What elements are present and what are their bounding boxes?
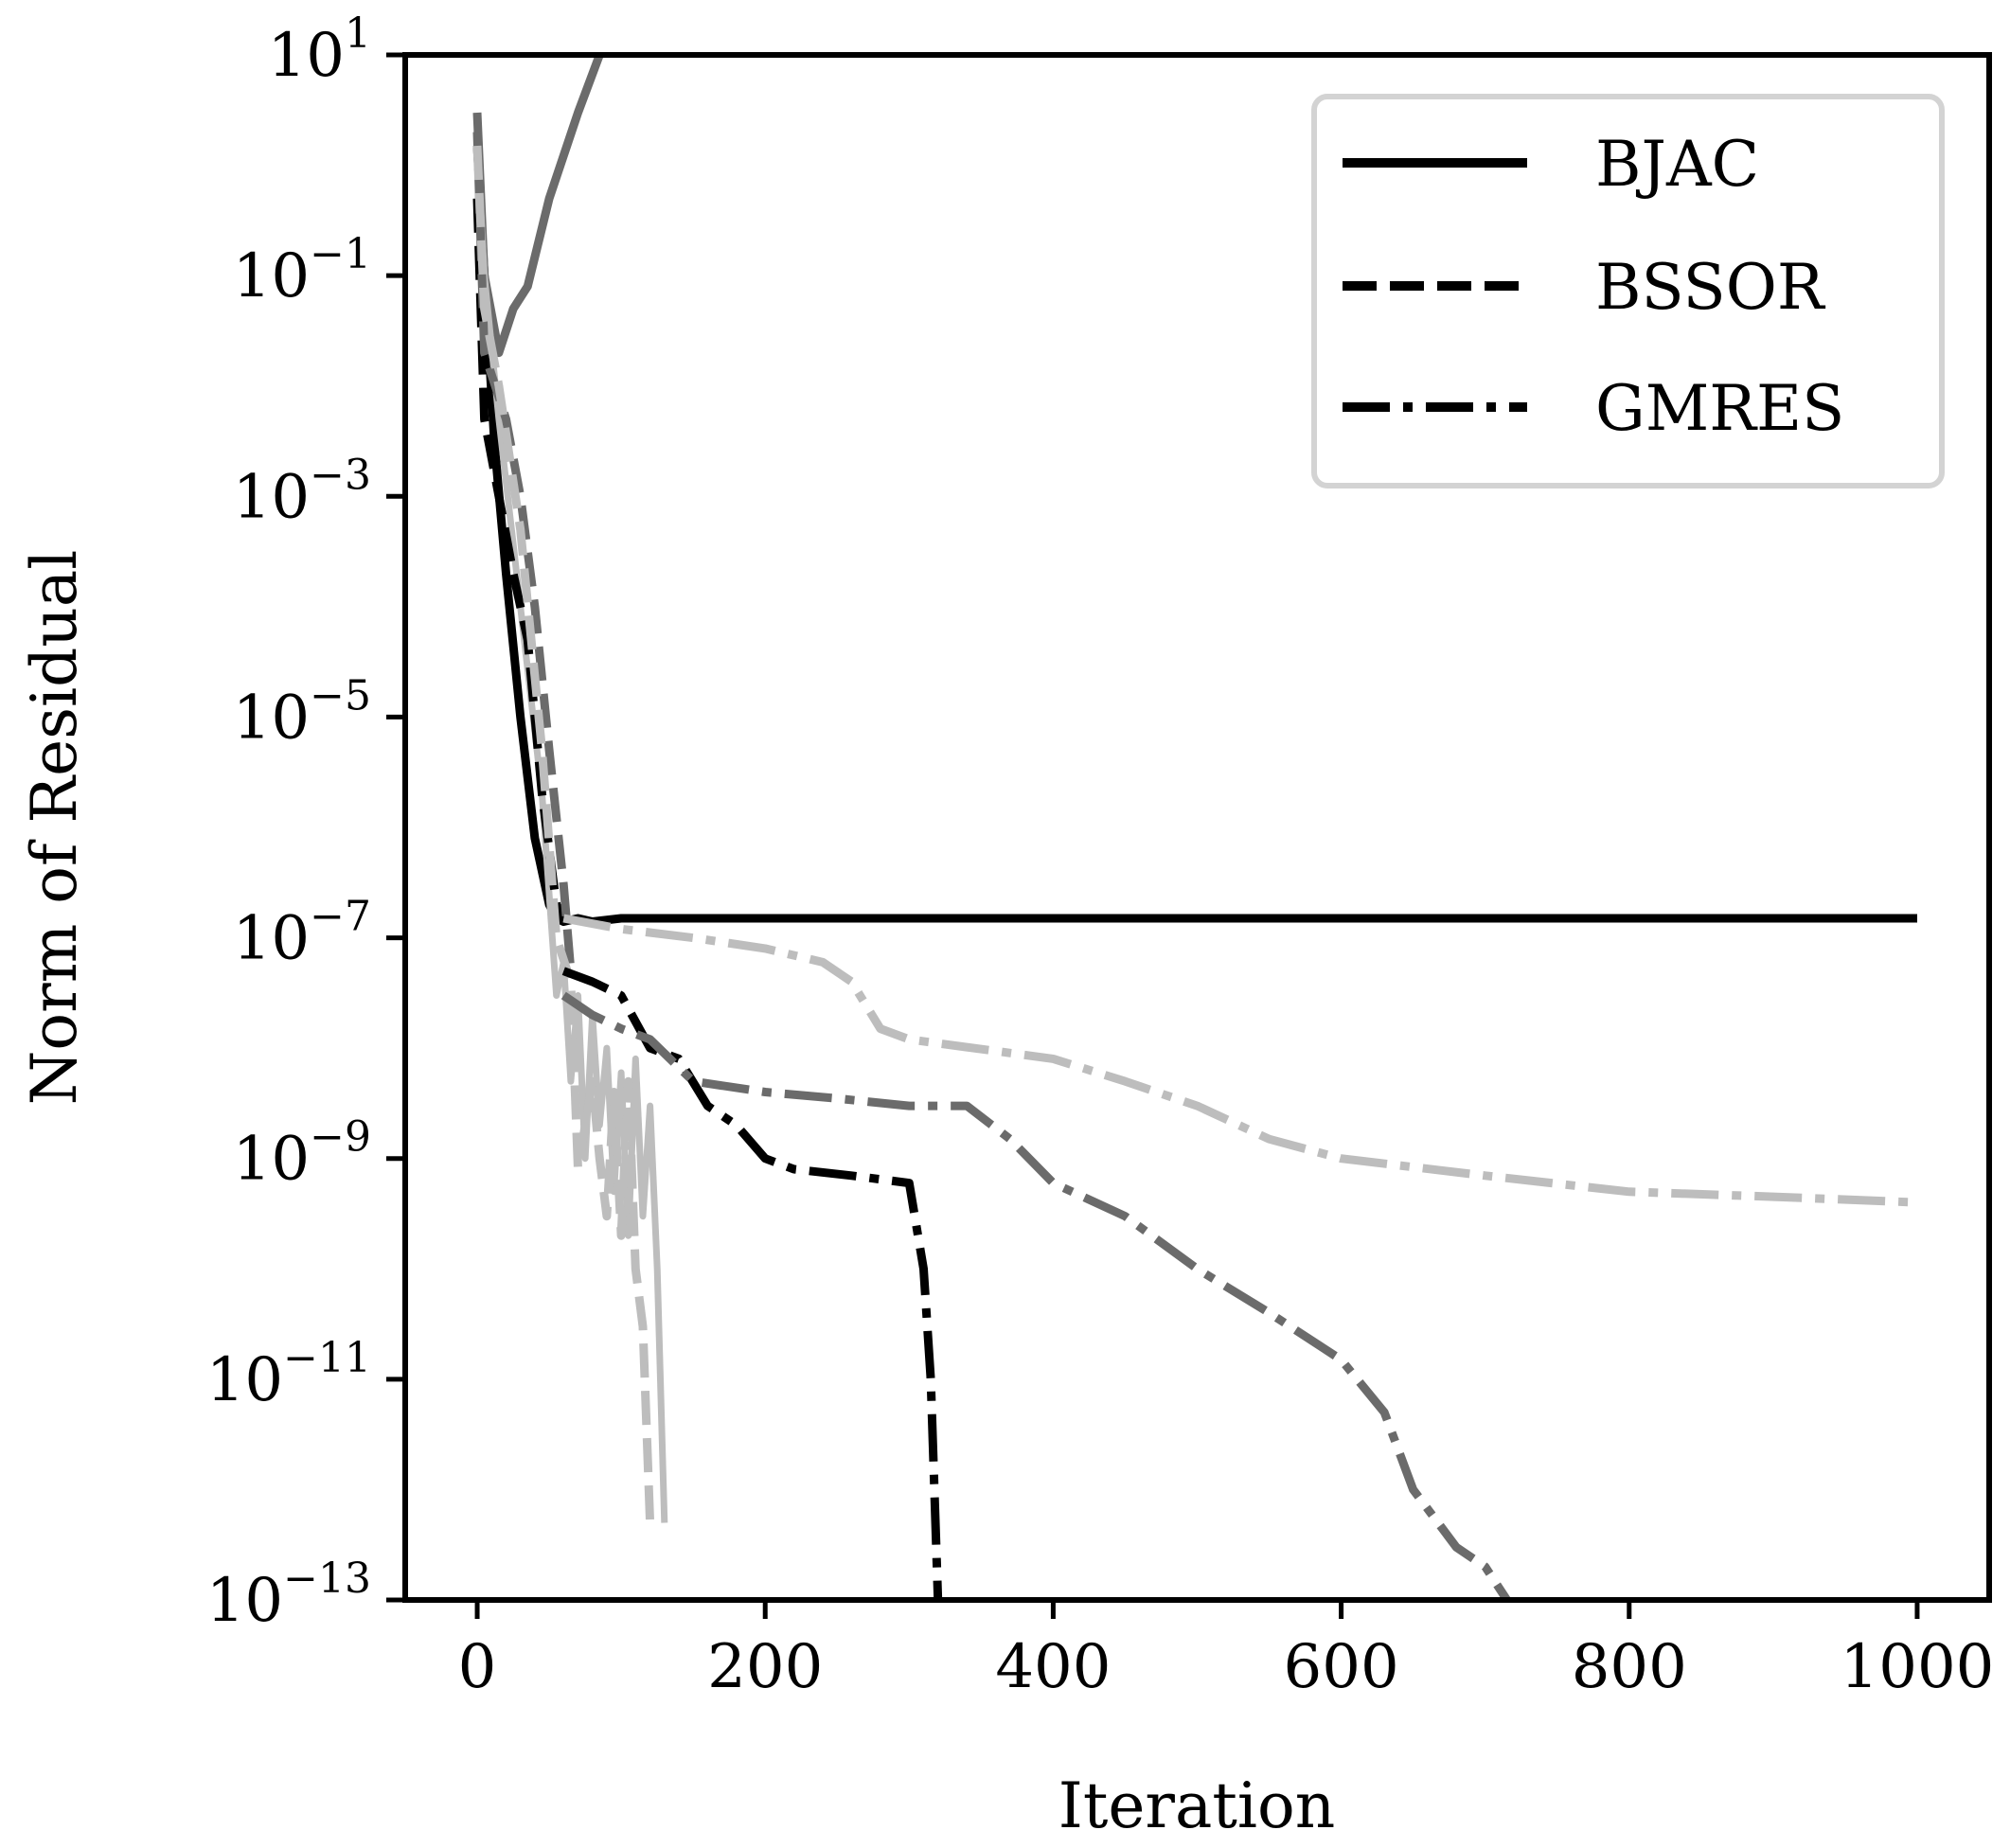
legend-label-bjac: BJAC xyxy=(1595,128,1759,201)
y-tick-label: 10−11 xyxy=(206,1334,371,1415)
x-tick-label: 0 xyxy=(458,1632,497,1702)
series-layer xyxy=(472,55,1918,1600)
y-axis-ticks: 101 10−1 10−3 10−5 10−7 10−9 10−11 10−13 xyxy=(206,9,405,1636)
y-tick-label: 101 xyxy=(268,9,371,91)
x-tick-label: 600 xyxy=(1284,1632,1399,1702)
y-axis-label: Norm of Residual xyxy=(18,550,91,1106)
plot-frame xyxy=(402,52,1992,1603)
x-axis-label: Iteration xyxy=(1058,1769,1335,1842)
series-line-dashed-light-gray-5 xyxy=(472,145,655,1523)
legend-label-gmres: GMRES xyxy=(1595,372,1844,445)
legend-box xyxy=(1311,94,1945,489)
legend: BJAC BSSOR GMRES xyxy=(1311,94,1945,489)
series-line-dashdot-dark-gray-7 xyxy=(560,991,1513,1600)
y-tick-label: 10−5 xyxy=(233,671,371,753)
series-line-dashed-black-3 xyxy=(472,198,568,924)
y-tick-label: 10−1 xyxy=(233,230,371,311)
x-tick-label: 1000 xyxy=(1841,1632,1995,1702)
series-line-dashed-dark-gray-4 xyxy=(472,132,576,972)
series-line-dashdot-black-6 xyxy=(561,967,943,1600)
y-tick-label: 10−9 xyxy=(233,1113,371,1195)
legend-label-bssor: BSSOR xyxy=(1595,251,1826,324)
series-line-solid-light-gray-2 xyxy=(473,145,668,1523)
x-tick-label: 400 xyxy=(995,1632,1111,1702)
y-tick-label: 10−7 xyxy=(233,893,371,974)
y-tick-label: 10−13 xyxy=(206,1555,371,1636)
y-tick-label: 10−3 xyxy=(233,451,371,532)
series-line-dashdot-light-gray-8 xyxy=(562,914,1918,1207)
series-line-solid-dark-gray-1 xyxy=(472,55,604,358)
x-tick-label: 200 xyxy=(707,1632,823,1702)
x-axis-ticks: 0 200 400 600 800 1000 xyxy=(458,1600,1995,1702)
x-tick-label: 800 xyxy=(1572,1632,1687,1702)
